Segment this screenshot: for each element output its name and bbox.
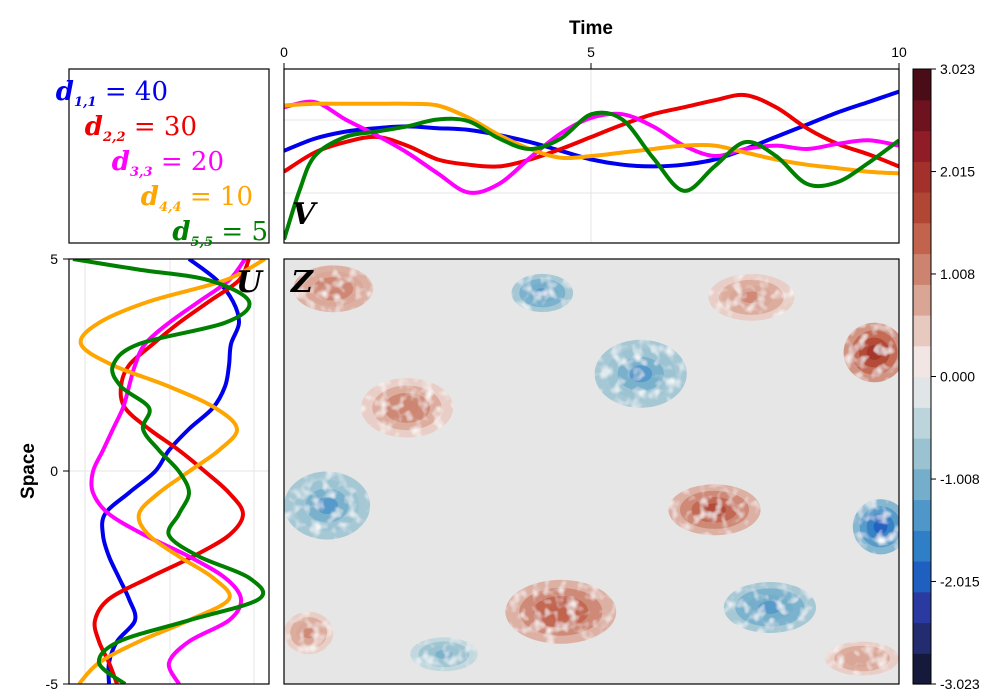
colorbar-cell-6 xyxy=(913,499,931,531)
colorbar-cell-15 xyxy=(913,222,931,255)
field-blob-9 xyxy=(852,499,899,555)
colorbar-tick-label-6: -2.015 xyxy=(940,573,980,589)
colorbar-cell-8 xyxy=(913,438,931,470)
legend-entry-4: d4,4 = 10 xyxy=(141,182,253,215)
colorbar-tick-label-7: -3.023 xyxy=(940,676,980,692)
space-series-line-4 xyxy=(77,259,266,684)
colorbar-cell-4 xyxy=(913,561,931,593)
field-blob-2 xyxy=(360,378,454,438)
field-panel: Z xyxy=(283,258,900,685)
colorbar-tick-label-5: -1.008 xyxy=(940,471,980,487)
colorbar-tick-label-1: 3.023 xyxy=(940,61,975,77)
field-blob-14 xyxy=(825,641,899,676)
field-blob-11 xyxy=(284,611,334,655)
y-tick-label-5: 5 xyxy=(50,251,58,267)
time-series-line-4 xyxy=(284,101,899,176)
field-blob-13 xyxy=(410,637,478,672)
space-panel: U xyxy=(63,258,270,685)
y-axis-title: Space xyxy=(18,443,39,499)
colorbar-cell-5 xyxy=(913,530,931,562)
colorbar-cell-7 xyxy=(913,468,931,501)
time-panel-label: V xyxy=(292,197,318,232)
space-series-line-3 xyxy=(89,259,247,684)
colorbar-cell-12 xyxy=(913,315,931,347)
colorbar-tick-label-4: 0.000 xyxy=(940,369,975,385)
field-blob-3 xyxy=(511,273,574,313)
field-blob-7 xyxy=(284,471,371,540)
time-series-line-3 xyxy=(284,99,899,195)
colorbar-cell-3 xyxy=(913,591,931,624)
colorbar-cell-1 xyxy=(913,653,931,685)
space-series-line-1 xyxy=(100,259,242,684)
x-tick-label-5: 5 xyxy=(587,44,595,60)
colorbar-cell-19 xyxy=(913,99,931,132)
x-axis-title: Time xyxy=(569,18,613,39)
colorbar-cell-16 xyxy=(913,192,931,224)
legend-entry-2: d2,2 = 30 xyxy=(85,112,197,145)
space-series-line-5 xyxy=(72,259,266,684)
field-blob-1 xyxy=(293,265,374,313)
legend-entry-5: d5,5 = 5 xyxy=(172,217,268,250)
legend-entry-1: d1,1 = 40 xyxy=(56,77,168,110)
field-blob-6 xyxy=(843,322,899,383)
colorbar-cell-2 xyxy=(913,622,931,654)
colorbar-cell-10 xyxy=(913,376,931,408)
field-blob-5 xyxy=(708,273,795,321)
colorbar-cell-9 xyxy=(913,407,931,439)
space-panel-label: U xyxy=(236,265,264,300)
colorbar-cell-13 xyxy=(913,284,931,316)
time-series-line-1 xyxy=(284,89,899,169)
space-series-line-2 xyxy=(92,259,251,684)
time-panel: V xyxy=(283,63,900,244)
colorbar-cell-17 xyxy=(913,161,931,193)
colorbar-cell-20 xyxy=(913,69,931,101)
x-tick-label-0: 0 xyxy=(280,44,288,60)
colorbar-tick-label-2: 2.015 xyxy=(940,164,975,180)
colorbar-tick-label-3: 1.008 xyxy=(940,266,975,282)
field-panel-label: Z xyxy=(290,265,314,300)
field-blob-4 xyxy=(594,339,687,408)
colorbar-cell-14 xyxy=(913,253,931,285)
y-tick-label-neg5: -5 xyxy=(46,676,59,692)
colorbar-cell-11 xyxy=(913,345,931,378)
x-tick-label-10: 10 xyxy=(891,44,907,60)
legend-entry-3: d3,3 = 20 xyxy=(112,147,224,180)
field-blob-10 xyxy=(505,579,617,644)
y-tick-label-0: 0 xyxy=(50,463,58,479)
colorbar-cell-18 xyxy=(913,130,931,162)
field-blob-8 xyxy=(668,484,761,536)
time-series-line-5 xyxy=(284,110,899,241)
field-blob-12 xyxy=(723,582,817,633)
colorbar: 3.023 2.015 1.008 0.000 -1.008 -2.015 -3.023 xyxy=(912,61,980,692)
